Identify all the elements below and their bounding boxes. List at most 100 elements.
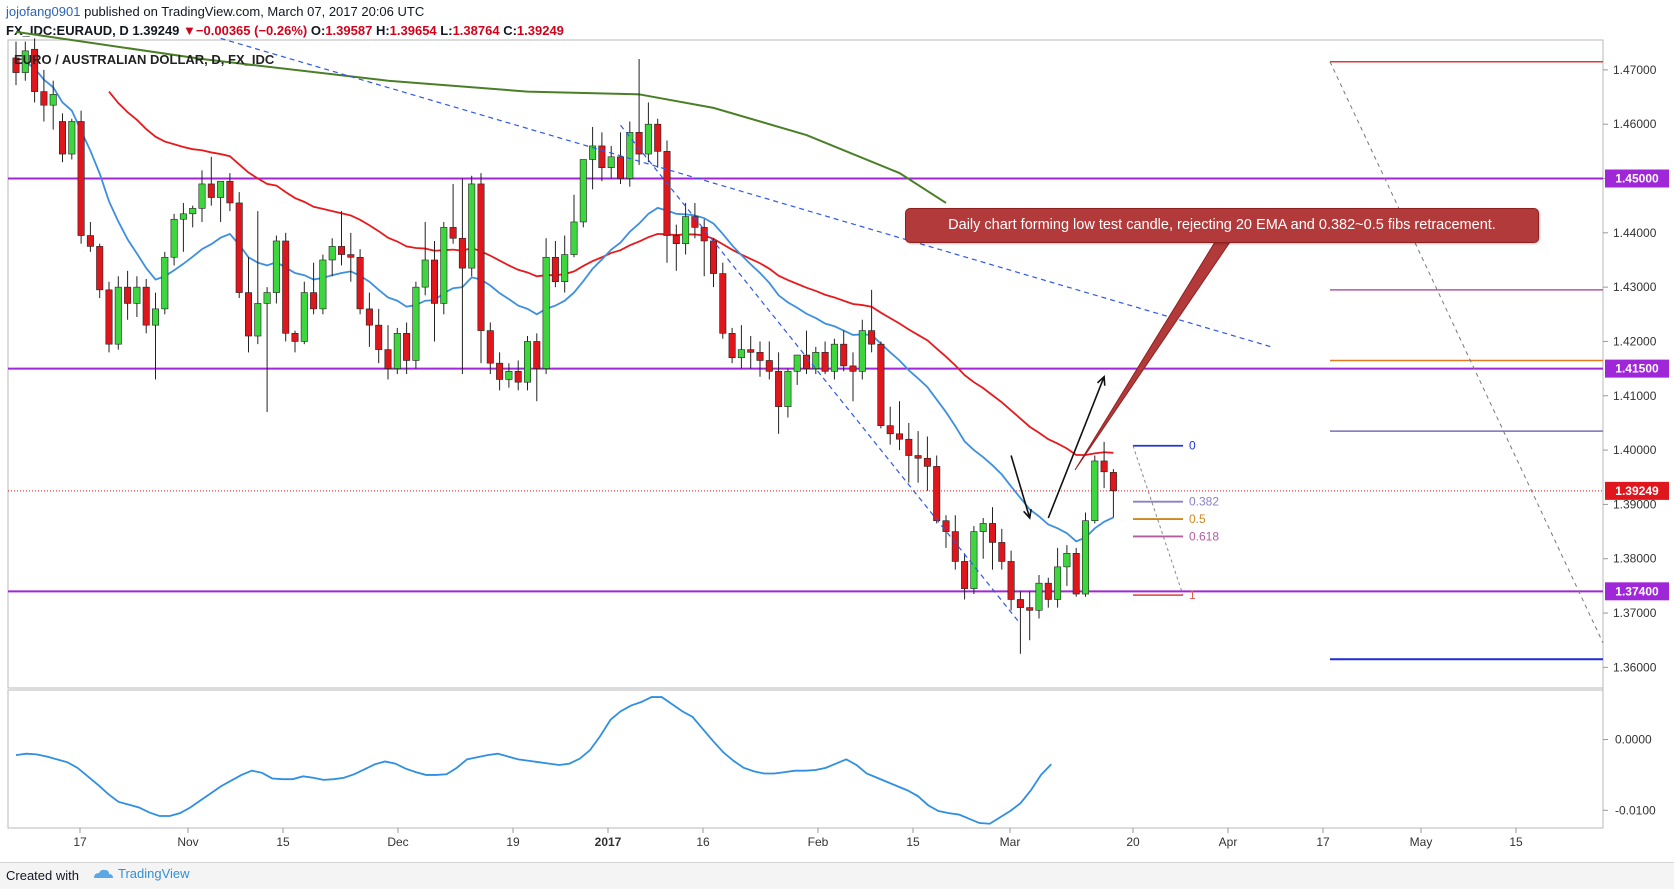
level-price-badge (1605, 169, 1669, 188)
candle (970, 526, 978, 595)
candle-body (421, 259, 429, 288)
candle (1054, 547, 1062, 608)
level-price-label: 1.37400 (1615, 584, 1659, 598)
candle-body (709, 240, 717, 274)
candle-body (393, 333, 401, 369)
candle-body (635, 132, 643, 155)
candle-body (31, 48, 39, 92)
chart-title: EURO / AUSTRALIAN DOLLAR, D, FX_IDC (14, 52, 275, 67)
candle-body (905, 438, 913, 456)
annotation-callout: Daily chart forming low test candle, rej… (905, 208, 1539, 243)
candle-body (49, 94, 57, 106)
candle-body (542, 256, 550, 369)
level-price-label: 1.41500 (1615, 362, 1659, 376)
candle-body (970, 531, 978, 589)
candle (133, 276, 141, 318)
candle-body (384, 349, 392, 369)
candle (737, 325, 745, 369)
candle-body (189, 208, 197, 215)
candle-body (1007, 561, 1015, 600)
candle-body (365, 308, 373, 326)
candle-body (561, 254, 569, 283)
candle (672, 224, 680, 271)
candle (142, 278, 150, 334)
fib-level-label: 0.618 (1189, 529, 1219, 543)
candle (933, 455, 941, 524)
candle-body (914, 455, 922, 459)
candle-body (830, 343, 838, 372)
candle (1044, 577, 1052, 608)
candle-body (765, 360, 773, 372)
candle (821, 341, 829, 375)
projection-diagonal-line (1329, 61, 1604, 644)
candle (189, 205, 197, 228)
candle (496, 352, 504, 391)
candle (58, 113, 66, 163)
candle (1100, 441, 1108, 489)
low-label: L: (440, 23, 453, 38)
x-tick-label: Feb (808, 835, 829, 849)
candle (291, 330, 299, 353)
candle-body (886, 425, 894, 435)
candle (412, 281, 420, 369)
candle-body (440, 227, 448, 304)
candle (886, 406, 894, 445)
candle (979, 517, 987, 559)
indicator-pane (7, 689, 1604, 829)
candle (914, 431, 922, 483)
tradingview-logo[interactable]: TradingView (92, 866, 190, 881)
publisher-name[interactable]: jojofang0901 (6, 4, 81, 19)
candle (868, 289, 876, 353)
candle-body (570, 221, 578, 255)
candle-body (821, 352, 829, 372)
candle (830, 338, 838, 380)
candle (170, 213, 178, 266)
candle (551, 240, 559, 288)
y-tick-label: 1.38000 (1613, 552, 1657, 566)
candle-body (607, 156, 615, 168)
candle (635, 59, 643, 165)
candle-body (272, 240, 280, 293)
candle (961, 553, 969, 600)
candle-body (179, 213, 187, 220)
candle-body (58, 121, 66, 155)
candle-body (793, 354, 801, 372)
candle-body (849, 365, 857, 372)
candle-body (207, 183, 215, 198)
candle (384, 325, 392, 380)
down-triangle-icon: ▼ (183, 23, 196, 38)
candle (477, 173, 485, 364)
candle-body (152, 308, 160, 326)
x-tick-label: Nov (177, 835, 198, 849)
candle (226, 173, 234, 212)
candle-body (245, 292, 253, 337)
candle (682, 202, 690, 255)
candle-body (802, 354, 810, 369)
candle (905, 422, 913, 483)
candle (272, 235, 280, 304)
candle-body (747, 349, 755, 353)
x-tick-label: Apr (1219, 835, 1238, 849)
y-tick-label: 1.36000 (1613, 660, 1657, 674)
candle (86, 221, 94, 252)
candle (849, 352, 857, 402)
candle-body (254, 303, 262, 337)
price-chart[interactable]: 1.47000 1.46000 1.45000 1.44000 1.43000 1.420… (0, 0, 1674, 862)
close-value: 1.39249 (516, 23, 564, 38)
x-tick-label: 15 (906, 835, 920, 849)
level-price-label: 1.45000 (1615, 172, 1659, 186)
candle-body (337, 246, 345, 255)
candle (1026, 591, 1034, 641)
candle-body (812, 352, 820, 369)
candle (644, 102, 652, 163)
candle (561, 235, 569, 293)
candle (765, 341, 773, 380)
candle-body (477, 183, 485, 331)
candle-body (961, 561, 969, 589)
ema-fast-line (15, 60, 1114, 543)
candle (421, 221, 429, 296)
candle (533, 333, 541, 402)
candle (347, 232, 355, 282)
candle-body (598, 145, 606, 168)
candle-body (654, 123, 662, 152)
